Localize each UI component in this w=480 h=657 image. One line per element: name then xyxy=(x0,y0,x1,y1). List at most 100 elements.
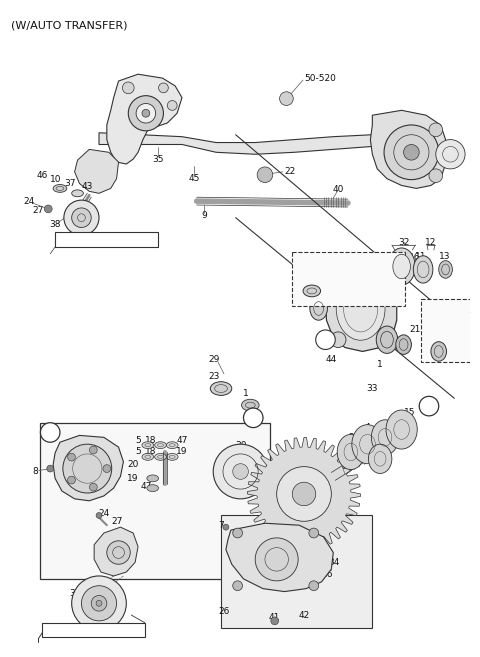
Ellipse shape xyxy=(72,190,84,196)
Circle shape xyxy=(384,125,439,179)
Ellipse shape xyxy=(155,453,167,461)
Circle shape xyxy=(377,271,393,287)
Polygon shape xyxy=(226,523,333,591)
Circle shape xyxy=(429,123,443,137)
Bar xyxy=(42,623,145,637)
Text: 15: 15 xyxy=(404,409,415,417)
Circle shape xyxy=(233,464,248,480)
Circle shape xyxy=(233,581,242,591)
Text: 36: 36 xyxy=(322,570,333,579)
Polygon shape xyxy=(99,133,411,154)
Text: 11: 11 xyxy=(415,252,426,261)
Text: 27: 27 xyxy=(33,206,44,215)
Text: 7: 7 xyxy=(218,521,224,530)
Text: 24: 24 xyxy=(23,196,35,206)
Ellipse shape xyxy=(369,444,392,474)
Text: 45: 45 xyxy=(189,174,200,183)
Circle shape xyxy=(96,600,102,606)
Text: 2: 2 xyxy=(348,433,354,442)
Circle shape xyxy=(96,512,102,518)
Bar xyxy=(421,299,480,362)
Circle shape xyxy=(223,524,229,530)
Text: REF.20-216: REF.20-216 xyxy=(59,235,106,244)
Polygon shape xyxy=(107,74,182,164)
Text: — 50: — 50 xyxy=(325,286,349,296)
Text: 18: 18 xyxy=(145,436,156,445)
Text: 20060612): 20060612) xyxy=(426,318,468,327)
Polygon shape xyxy=(325,267,397,351)
Text: 9: 9 xyxy=(202,212,207,220)
Text: 13: 13 xyxy=(439,252,450,261)
Circle shape xyxy=(429,169,443,183)
Ellipse shape xyxy=(372,420,399,455)
Text: 23: 23 xyxy=(208,373,220,381)
Ellipse shape xyxy=(142,453,154,461)
Circle shape xyxy=(168,101,177,110)
Text: 37: 37 xyxy=(64,179,75,188)
Circle shape xyxy=(233,528,242,538)
Circle shape xyxy=(47,465,54,472)
Circle shape xyxy=(276,466,331,521)
Circle shape xyxy=(40,422,60,442)
Text: 34: 34 xyxy=(328,558,340,567)
Text: 29: 29 xyxy=(208,355,220,364)
Text: 38: 38 xyxy=(49,220,61,229)
Circle shape xyxy=(404,145,419,160)
Text: 12: 12 xyxy=(425,238,437,246)
Bar xyxy=(221,516,372,627)
Circle shape xyxy=(68,476,75,484)
Text: 5: 5 xyxy=(135,436,141,445)
Text: 3: 3 xyxy=(387,417,393,426)
Text: 1: 1 xyxy=(377,359,383,369)
Text: (20050526-: (20050526- xyxy=(296,261,341,271)
Text: 44: 44 xyxy=(326,355,337,364)
Text: 46: 46 xyxy=(36,171,48,180)
Circle shape xyxy=(122,82,134,94)
Circle shape xyxy=(436,139,465,169)
Text: 5: 5 xyxy=(135,447,141,457)
Text: 24: 24 xyxy=(98,509,109,518)
Text: 21: 21 xyxy=(300,292,312,302)
Circle shape xyxy=(63,444,112,493)
Text: 40: 40 xyxy=(333,185,344,194)
Text: 23: 23 xyxy=(371,323,382,332)
Circle shape xyxy=(243,408,263,428)
Text: 22: 22 xyxy=(285,168,296,176)
Circle shape xyxy=(82,586,117,621)
Polygon shape xyxy=(94,527,138,576)
Polygon shape xyxy=(74,149,119,193)
Text: 43: 43 xyxy=(82,182,93,191)
Circle shape xyxy=(64,200,99,235)
Bar xyxy=(292,252,405,306)
Circle shape xyxy=(309,528,319,538)
Circle shape xyxy=(128,96,163,131)
Circle shape xyxy=(257,167,273,183)
Text: (20050526-: (20050526- xyxy=(426,309,470,317)
Ellipse shape xyxy=(352,424,383,464)
Ellipse shape xyxy=(310,297,327,320)
Ellipse shape xyxy=(388,248,415,285)
Circle shape xyxy=(280,92,293,105)
Ellipse shape xyxy=(386,410,417,449)
Circle shape xyxy=(72,208,91,227)
Text: 1: 1 xyxy=(242,389,248,398)
Circle shape xyxy=(142,109,150,117)
Ellipse shape xyxy=(142,442,154,449)
Circle shape xyxy=(292,482,316,506)
Text: REF.20-216: REF.20-216 xyxy=(69,625,116,634)
Ellipse shape xyxy=(303,285,321,297)
Polygon shape xyxy=(371,110,445,189)
Text: 41: 41 xyxy=(269,614,280,622)
Text: 8: 8 xyxy=(33,467,38,476)
Circle shape xyxy=(136,104,156,123)
Circle shape xyxy=(271,617,278,625)
Ellipse shape xyxy=(396,335,411,354)
Polygon shape xyxy=(247,438,360,551)
Circle shape xyxy=(107,541,130,564)
Circle shape xyxy=(419,396,439,416)
Circle shape xyxy=(89,446,97,454)
Ellipse shape xyxy=(336,277,385,340)
Ellipse shape xyxy=(337,434,364,470)
Text: 20060612): 20060612) xyxy=(296,271,338,281)
Ellipse shape xyxy=(147,485,158,491)
